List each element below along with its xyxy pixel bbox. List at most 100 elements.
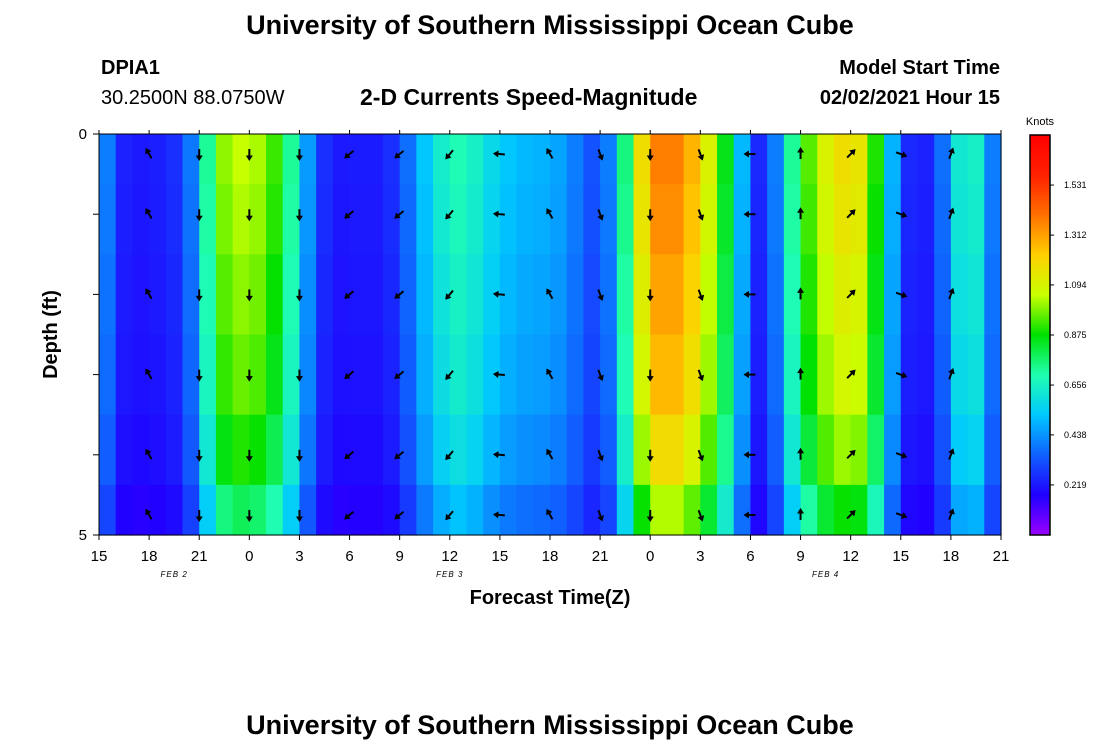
current-arrow	[394, 370, 405, 380]
heatmap-cell	[817, 254, 835, 336]
heatmap-cell	[115, 134, 134, 185]
chart-title: 2-D Currents Speed-Magnitude	[360, 84, 698, 110]
current-arrow	[797, 507, 805, 520]
heatmap-cell	[416, 334, 434, 416]
heatmap-cell	[666, 134, 685, 185]
heatmap-cell	[282, 334, 301, 416]
heatmap-cell	[99, 134, 117, 185]
heatmap-cell	[466, 414, 484, 486]
heatmap-cell	[349, 184, 367, 255]
x-tick-label: 18	[542, 548, 559, 565]
heatmap-cell	[550, 184, 568, 255]
heatmap-cell	[466, 184, 484, 255]
current-arrow	[445, 149, 454, 160]
heatmap-cell	[917, 484, 935, 536]
colorbar-tick-label: 1.312	[1064, 230, 1087, 240]
current-arrow	[797, 447, 805, 460]
heatmap-cell	[232, 134, 250, 185]
current-arrow	[546, 147, 554, 159]
heatmap-cell	[316, 134, 334, 185]
heatmap-cell	[800, 254, 818, 336]
station-id: DPIA1	[101, 57, 160, 79]
current-arrow	[245, 449, 253, 462]
heatmap-cell	[433, 254, 451, 336]
current-arrow	[344, 450, 355, 460]
x-tick-label: 12	[441, 548, 458, 565]
x-tick-label: 9	[796, 548, 804, 565]
current-arrow	[597, 509, 604, 522]
heatmap-cell	[583, 184, 601, 255]
heatmap-cell	[199, 484, 217, 536]
current-arrow	[145, 368, 153, 380]
current-arrow	[394, 510, 405, 520]
heatmap-cell	[616, 254, 635, 336]
current-arrow	[895, 211, 908, 219]
current-arrow	[492, 451, 505, 459]
colorbar-unit: Knots	[1026, 116, 1055, 128]
current-arrow	[646, 449, 654, 462]
heatmap-cell	[232, 414, 250, 486]
colorbar-tick-label: 0.438	[1064, 430, 1087, 440]
current-arrow	[546, 368, 554, 380]
current-arrow	[344, 150, 355, 159]
heatmap-cell	[332, 484, 351, 536]
heatmap-cell	[767, 484, 785, 536]
heatmap-cell	[382, 184, 401, 255]
heatmap-cell	[917, 184, 935, 255]
heatmap-cell	[349, 334, 367, 416]
heatmap-cell	[182, 334, 200, 416]
heatmap-cell	[165, 184, 184, 255]
heatmap-cell	[416, 414, 434, 486]
heatmap-cell	[833, 134, 852, 185]
heatmap-cell	[867, 414, 885, 486]
heatmap-cell	[132, 184, 150, 255]
heatmap-cell	[867, 334, 885, 416]
heatmap-cell	[767, 184, 785, 255]
model-start-label: Model Start Time	[839, 57, 1000, 79]
heatmap-cell	[232, 334, 250, 416]
heatmap-cell	[416, 484, 434, 536]
heatmap-cell	[99, 184, 117, 255]
heatmap-cell	[132, 254, 150, 336]
heatmap-cell	[833, 414, 852, 486]
heatmap-cell	[366, 254, 384, 336]
heatmap-cell	[850, 254, 868, 336]
heatmap-cell	[550, 254, 568, 336]
heatmap-cell	[867, 134, 885, 185]
heatmap-cell	[967, 254, 985, 336]
heatmap-cell	[266, 334, 284, 416]
heatmap-cell	[666, 414, 685, 486]
colorbar-tick-label: 1.531	[1064, 180, 1087, 190]
heatmap-cell	[215, 334, 234, 416]
heatmap-cell	[967, 334, 985, 416]
current-arrow	[492, 210, 505, 218]
heatmap-cell	[366, 484, 384, 536]
current-arrow	[743, 290, 756, 298]
x-tick-label: 3	[295, 548, 303, 565]
heatmap-cell	[683, 334, 701, 416]
heatmap-cell	[499, 134, 518, 185]
heatmap-cell	[934, 134, 952, 185]
heatmap-cell	[900, 134, 919, 185]
current-arrow	[546, 208, 554, 220]
heatmap-cell	[382, 484, 401, 536]
current-arrow	[492, 370, 505, 378]
heatmap-cell	[850, 134, 868, 185]
heatmap-cell	[366, 184, 384, 255]
heatmap-cell	[884, 134, 902, 185]
heatmap-cell	[249, 414, 267, 486]
heatmap-cell	[182, 484, 200, 536]
heatmap-cell	[115, 334, 134, 416]
heatmap-cell	[900, 414, 919, 486]
heatmap-cell	[299, 484, 317, 536]
heatmap-cell	[666, 484, 685, 536]
heatmap-cell	[967, 134, 985, 185]
heatmap-cell	[867, 184, 885, 255]
heatmap-cell	[165, 414, 184, 486]
heatmap-cell	[600, 184, 618, 255]
heatmap-cell	[717, 134, 735, 185]
heatmap-cell	[950, 134, 969, 185]
heatmap-cell	[266, 254, 284, 336]
heatmap-cell	[399, 254, 417, 336]
